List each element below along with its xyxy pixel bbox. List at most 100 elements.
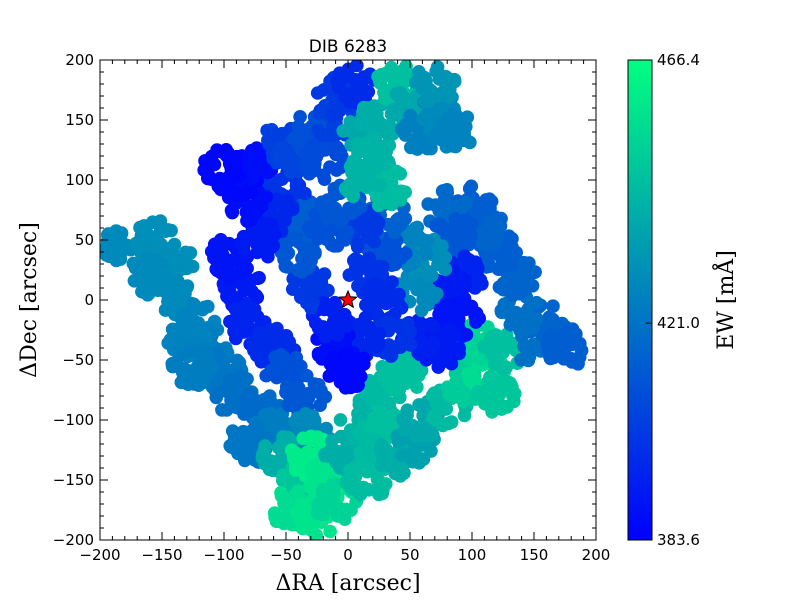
scatter-point <box>438 262 453 277</box>
scatter-point <box>297 503 312 518</box>
x-tick-label: −100 <box>203 546 244 564</box>
scatter-point <box>266 365 281 380</box>
scatter-point <box>381 376 395 391</box>
scatter-point <box>252 270 266 285</box>
scatter-point <box>418 246 433 260</box>
scatter-point <box>374 458 389 473</box>
scatter-point <box>469 387 484 402</box>
scatter-point <box>297 245 312 260</box>
scatter-point <box>214 233 228 247</box>
scatter-point <box>339 475 354 490</box>
scatter-point <box>458 213 472 227</box>
scatter-point <box>187 324 202 338</box>
scatter-point <box>493 219 508 233</box>
chart-title: DIB 6283 <box>309 37 387 57</box>
scatter-point <box>543 351 558 366</box>
colorbar <box>627 59 653 541</box>
y-axis-label: ΔDec [arcsec] <box>17 222 42 378</box>
y-tick-label: −200 <box>53 531 94 549</box>
scatter-point <box>427 408 441 423</box>
scatter-point <box>343 463 357 478</box>
scatter-point <box>302 165 316 180</box>
scatter-point <box>200 345 214 360</box>
scatter-point <box>329 499 343 514</box>
scatter-point <box>272 148 287 163</box>
scatter-point <box>240 316 254 331</box>
scatter-point <box>330 447 344 462</box>
scatter-point <box>456 126 471 141</box>
scatter-point <box>317 172 332 186</box>
scatter-point <box>386 237 401 251</box>
scatter-point <box>496 276 511 291</box>
scatter-point <box>344 503 358 518</box>
scatter-point <box>229 310 244 325</box>
scatter-point <box>184 366 198 380</box>
scatter-point <box>427 290 441 305</box>
scatter-point <box>305 409 320 423</box>
y-tick-label: 200 <box>65 51 94 69</box>
scatter-point <box>215 247 230 261</box>
scatter-point <box>321 233 336 248</box>
scatter-point <box>354 76 369 90</box>
data-region <box>165 343 220 393</box>
y-tick-label: 0 <box>84 291 94 309</box>
scatter-point <box>298 276 313 290</box>
scatter-point <box>126 256 141 271</box>
scatter-point <box>267 506 282 520</box>
scatter-point <box>437 401 452 416</box>
x-tick-label: −50 <box>270 546 302 564</box>
scatter-point <box>381 281 396 296</box>
scatter-point <box>506 389 520 403</box>
scatter-point <box>198 154 212 168</box>
scatter-point <box>397 466 411 480</box>
scatter-point <box>164 278 179 293</box>
scatter-point <box>327 295 342 310</box>
scatter-point <box>224 440 239 454</box>
scatter-point <box>340 87 355 102</box>
scatter-point <box>402 369 417 384</box>
colorbar-tick-label: 466.4 <box>657 51 700 69</box>
scatter-point <box>109 224 123 238</box>
scatter-point <box>248 143 263 157</box>
scatter-points <box>100 60 589 540</box>
scatter-point <box>333 413 348 427</box>
scatter-point <box>225 270 239 284</box>
scatter-point <box>427 130 442 144</box>
x-tick-label: 200 <box>582 546 611 564</box>
scatter-point <box>391 362 405 376</box>
scatter-point <box>267 227 282 242</box>
scatter-point <box>424 444 438 458</box>
colorbar-label: EW [mÅ] <box>711 250 739 350</box>
scatter-point <box>297 391 312 405</box>
scatter-point <box>280 193 295 208</box>
scatter-point <box>487 237 502 252</box>
scatter-point <box>226 164 241 179</box>
scatter-point <box>139 258 153 272</box>
y-tick-label: −100 <box>53 411 94 429</box>
scatter-point <box>323 524 337 539</box>
y-tick-label: 50 <box>75 231 94 249</box>
scatter-point <box>469 306 484 321</box>
scatter-point <box>222 386 237 401</box>
scatter-point <box>302 259 317 274</box>
scatter-point <box>370 472 385 487</box>
scatter-point <box>353 456 368 470</box>
scatter-point <box>419 107 434 122</box>
scatter-point <box>298 186 312 201</box>
scatter-point <box>299 368 314 383</box>
scatter-point <box>464 367 479 381</box>
scatter-point <box>151 257 166 271</box>
scatter-point <box>240 372 254 386</box>
scatter-point <box>142 286 156 301</box>
scatter-point <box>361 111 375 125</box>
scatter-point <box>442 323 456 337</box>
scatter-point <box>424 316 438 331</box>
y-tick-label: −150 <box>53 471 94 489</box>
scatter-point <box>391 295 406 310</box>
scatter-point <box>308 529 323 540</box>
scatter-point <box>458 279 473 294</box>
scatter-point <box>572 350 587 365</box>
scatter-point <box>444 387 459 402</box>
x-tick-label: 0 <box>343 546 353 564</box>
scatter-point <box>215 403 229 417</box>
